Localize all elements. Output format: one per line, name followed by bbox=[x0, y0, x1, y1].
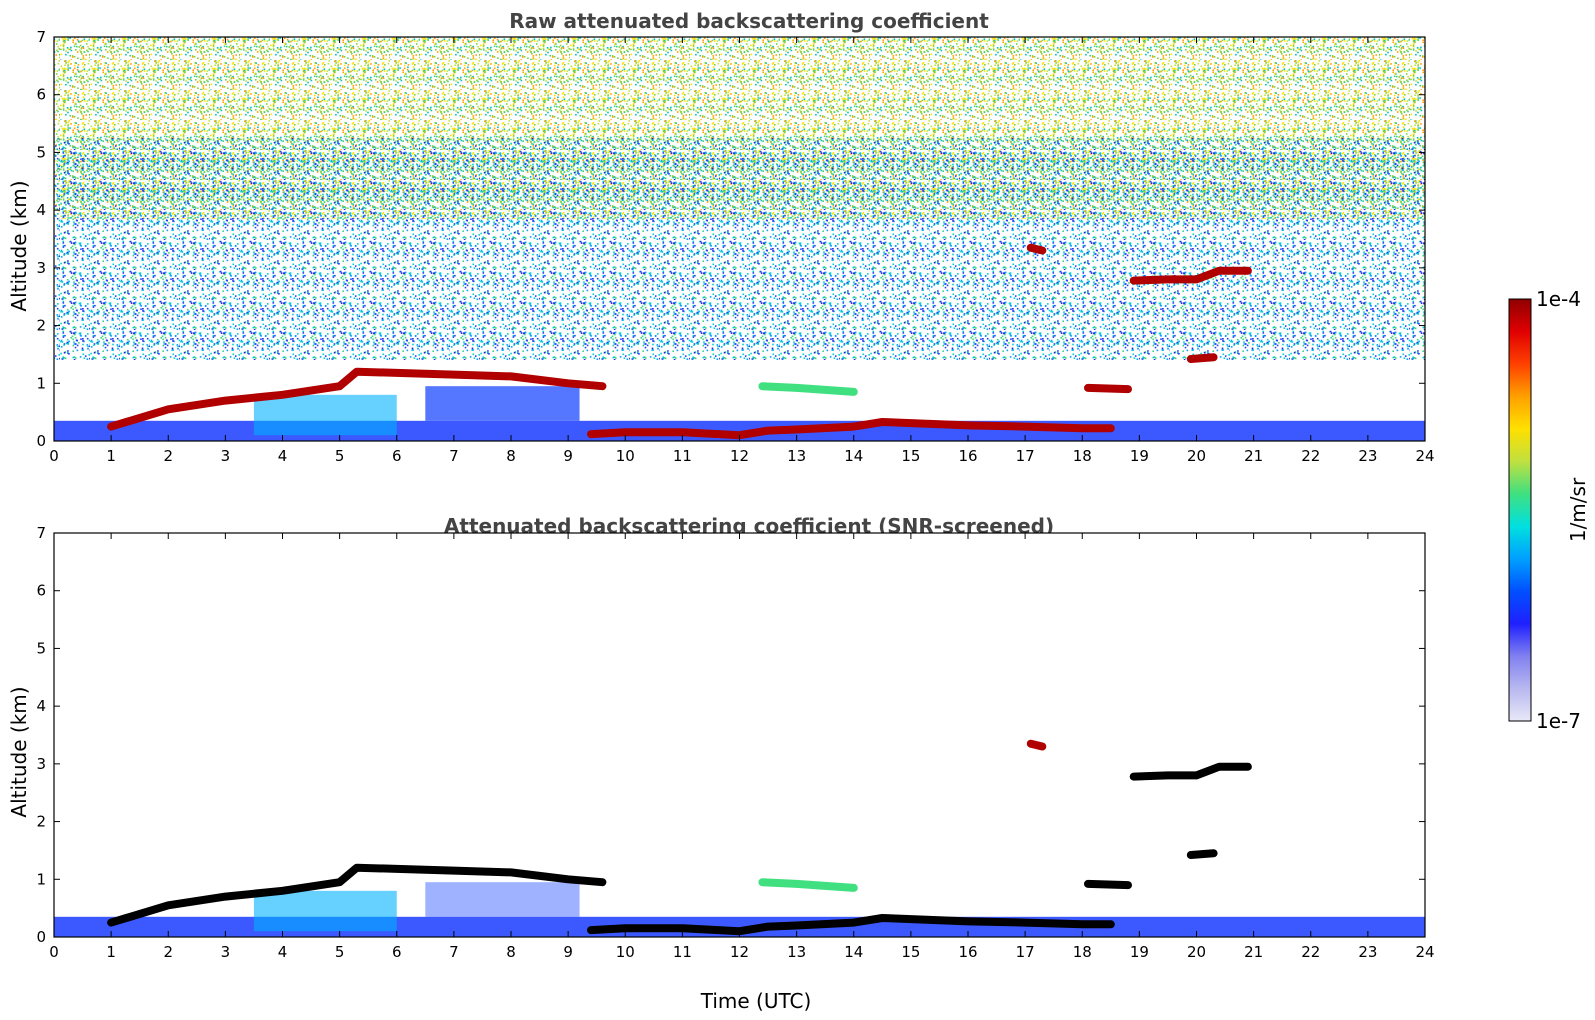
x-tick-label: 24 bbox=[1415, 447, 1434, 465]
feature-layer bbox=[1129, 762, 1252, 781]
x-tick-label: 22 bbox=[1301, 943, 1320, 961]
x-tick-label: 15 bbox=[901, 943, 920, 961]
y-tick-label: 5 bbox=[36, 143, 46, 161]
x-tick-label: 7 bbox=[449, 943, 459, 961]
x-tick-label: 16 bbox=[958, 943, 977, 961]
x-tick-label: 13 bbox=[787, 943, 806, 961]
colorbar bbox=[1508, 298, 1532, 722]
colorbar-unit-label: 1/m/sr bbox=[1566, 477, 1590, 542]
x-tick-label: 9 bbox=[563, 943, 573, 961]
y-tick-label: 7 bbox=[36, 28, 46, 46]
x-tick-label: 0 bbox=[49, 447, 59, 465]
y-tick-label: 3 bbox=[36, 755, 46, 773]
noise-middle bbox=[54, 138, 1425, 361]
x-tick-label: 10 bbox=[616, 943, 635, 961]
y-tick-label: 6 bbox=[36, 582, 46, 600]
y-tick-label: 2 bbox=[36, 317, 46, 335]
y-tick-label: 6 bbox=[36, 86, 46, 104]
panel2-xlabel: Time (UTC) bbox=[700, 989, 812, 1013]
x-tick-label: 12 bbox=[730, 943, 749, 961]
x-tick-label: 2 bbox=[163, 943, 173, 961]
x-tick-label: 4 bbox=[278, 447, 288, 465]
x-tick-label: 21 bbox=[1244, 943, 1263, 961]
x-tick-label: 14 bbox=[844, 447, 863, 465]
x-tick-label: 8 bbox=[506, 943, 516, 961]
y-tick-label: 5 bbox=[36, 639, 46, 657]
x-tick-label: 18 bbox=[1073, 447, 1092, 465]
feature-layer bbox=[1026, 739, 1047, 751]
panel1-plot-area: 0 1 2 3 4 5 6 7 8 9 10 11 12 13 14 15 16 17 18 19 20 21 22 23 24… bbox=[36, 28, 1434, 465]
x-tick-label: 3 bbox=[221, 447, 231, 465]
x-tick-label: 17 bbox=[1016, 943, 1035, 961]
panel1-title: Raw attenuated backscattering coefficien… bbox=[509, 9, 989, 33]
x-tick-label: 6 bbox=[392, 943, 402, 961]
feature-layer bbox=[1026, 243, 1047, 255]
feature-layer bbox=[107, 863, 607, 927]
feature-layer bbox=[758, 382, 858, 396]
x-tick-label: 1 bbox=[106, 447, 116, 465]
x-tick-label: 5 bbox=[335, 943, 345, 961]
x-tick-label: 7 bbox=[449, 447, 459, 465]
x-tick-label: 19 bbox=[1130, 447, 1149, 465]
x-tick-label: 20 bbox=[1187, 943, 1206, 961]
colorbar-min-label: 1e-7 bbox=[1536, 709, 1581, 733]
feature-layer bbox=[1084, 383, 1132, 394]
x-tick-label: 16 bbox=[958, 447, 977, 465]
feature-layer bbox=[1129, 266, 1252, 285]
feature-layer bbox=[1186, 353, 1218, 363]
x-tick-label: 18 bbox=[1073, 943, 1092, 961]
x-tick-label: 2 bbox=[163, 447, 173, 465]
x-tick-label: 3 bbox=[221, 943, 231, 961]
x-tick-label: 17 bbox=[1016, 447, 1035, 465]
y-tick-label: 0 bbox=[36, 432, 46, 450]
x-tick-label: 1 bbox=[106, 943, 116, 961]
panel1-ylabel: Altitude (km) bbox=[7, 180, 31, 311]
x-tick-label: 11 bbox=[673, 943, 692, 961]
mixed-layer-region bbox=[253, 890, 397, 932]
feature-layer bbox=[1084, 879, 1132, 890]
x-tick-label: 5 bbox=[335, 447, 345, 465]
y-tick-label: 1 bbox=[36, 870, 46, 888]
x-tick-label: 6 bbox=[392, 447, 402, 465]
y-tick-label: 7 bbox=[36, 524, 46, 542]
x-tick-label: 24 bbox=[1415, 943, 1434, 961]
y-tick-label: 4 bbox=[36, 697, 46, 715]
x-tick-label: 11 bbox=[673, 447, 692, 465]
x-tick-label: 23 bbox=[1358, 943, 1377, 961]
aerosol-region bbox=[425, 882, 580, 917]
x-tick-label: 19 bbox=[1130, 943, 1149, 961]
feature-layer bbox=[587, 418, 1115, 440]
x-tick-label: 13 bbox=[787, 447, 806, 465]
plot-background bbox=[54, 533, 1425, 937]
feature-layer bbox=[587, 914, 1115, 936]
x-tick-label: 22 bbox=[1301, 447, 1320, 465]
panel2-ylabel: Altitude (km) bbox=[7, 686, 31, 817]
y-tick-label: 2 bbox=[36, 813, 46, 831]
x-tick-label: 21 bbox=[1244, 447, 1263, 465]
panel2-plot-area: 0 1 2 3 4 5 6 7 8 9 10 11 12 13 14 15 16 17 18 19 20 21 22 23 24… bbox=[36, 524, 1434, 961]
x-tick-label: 10 bbox=[616, 447, 635, 465]
y-tick-label: 3 bbox=[36, 259, 46, 277]
y-tick-label: 4 bbox=[36, 201, 46, 219]
x-tick-label: 8 bbox=[506, 447, 516, 465]
x-tick-label: 14 bbox=[844, 943, 863, 961]
feature-layer bbox=[758, 878, 858, 892]
x-tick-label: 12 bbox=[730, 447, 749, 465]
x-tick-label: 23 bbox=[1358, 447, 1377, 465]
x-tick-label: 0 bbox=[49, 943, 59, 961]
x-tick-label: 20 bbox=[1187, 447, 1206, 465]
x-tick-label: 9 bbox=[563, 447, 573, 465]
y-tick-label: 0 bbox=[36, 928, 46, 946]
x-tick-label: 4 bbox=[278, 943, 288, 961]
feature-layer bbox=[1186, 849, 1218, 859]
x-tick-label: 15 bbox=[901, 447, 920, 465]
y-tick-label: 1 bbox=[36, 374, 46, 392]
colorbar-max-label: 1e-4 bbox=[1536, 287, 1581, 311]
mixed-layer-region bbox=[253, 394, 397, 436]
feature-layer bbox=[107, 367, 607, 431]
aerosol-region bbox=[425, 386, 580, 421]
